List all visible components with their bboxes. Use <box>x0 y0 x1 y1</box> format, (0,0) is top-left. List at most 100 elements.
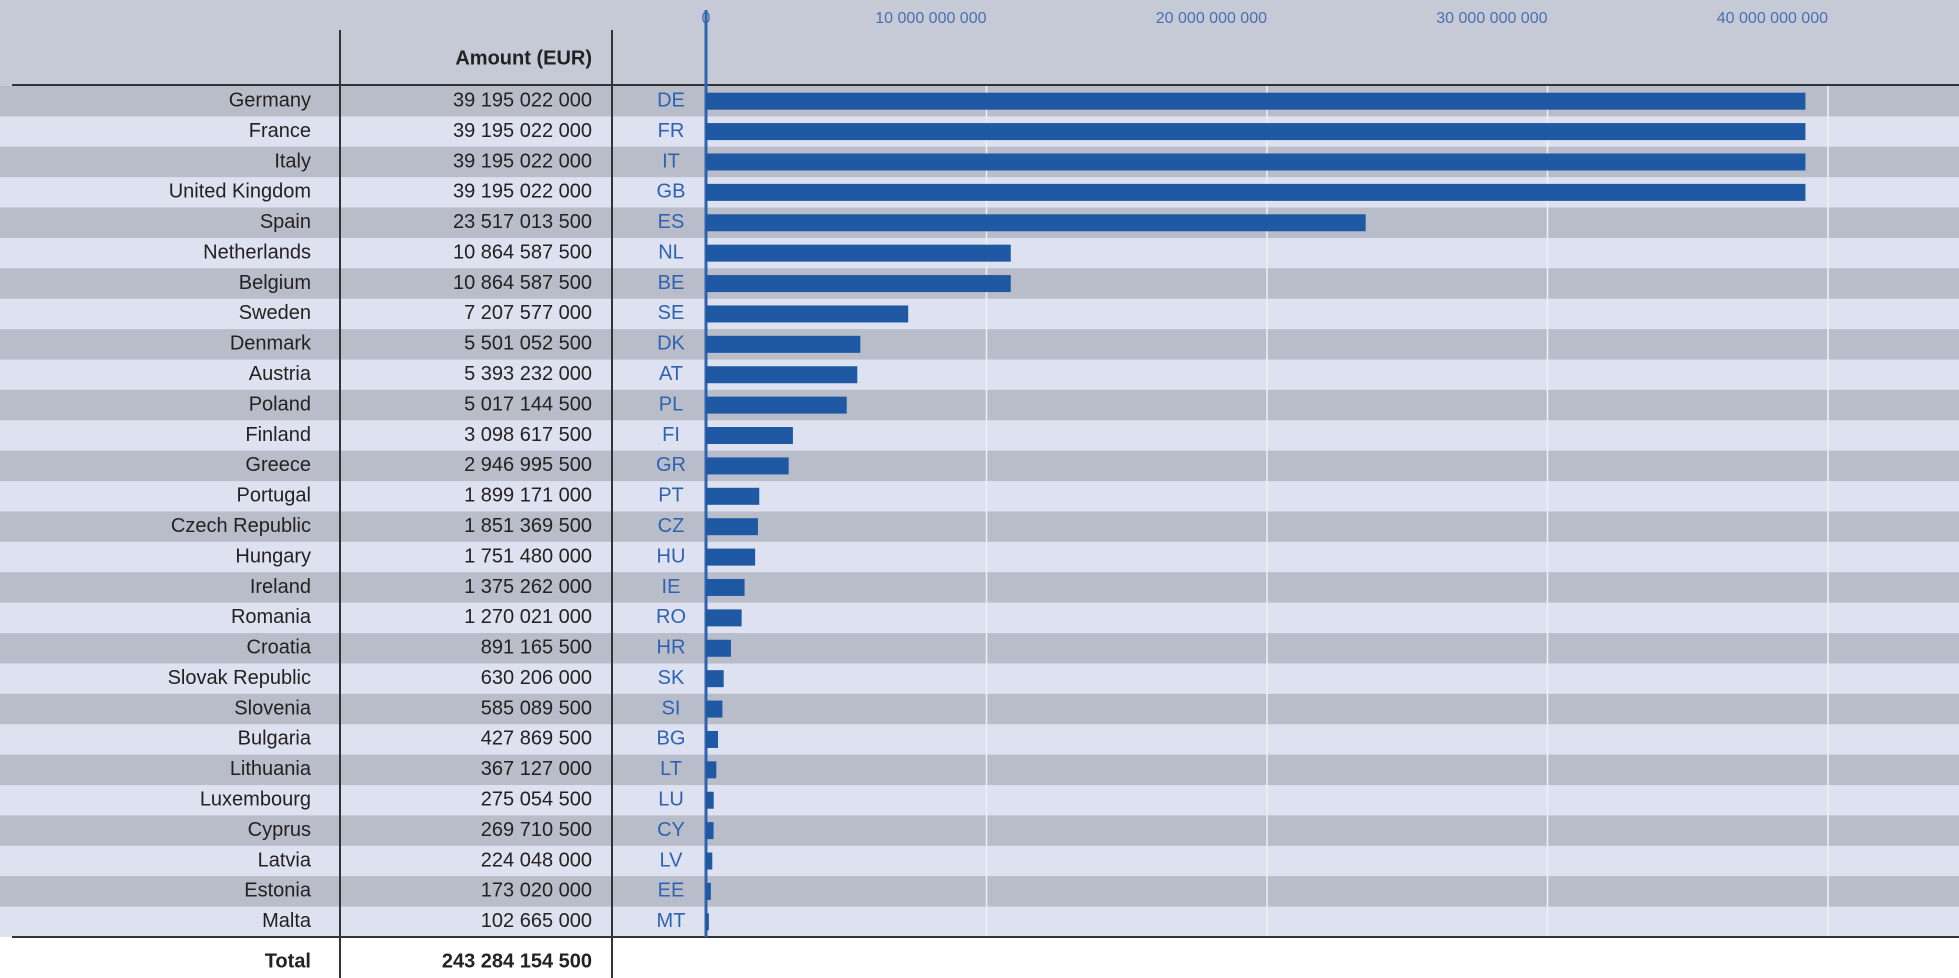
country-code: SE <box>658 302 685 324</box>
country-name: Ireland <box>250 576 311 598</box>
x-tick-label: 40 000 000 000 <box>1717 10 1828 27</box>
column-header: Amount (EUR) <box>455 47 592 69</box>
bar <box>706 701 722 718</box>
country-name: Belgium <box>239 272 311 294</box>
country-code: NL <box>658 241 684 263</box>
amount: 23 517 013 500 <box>453 211 592 233</box>
country-name: Czech Republic <box>171 515 311 537</box>
country-code: FR <box>658 120 685 142</box>
country-name: Slovenia <box>234 697 312 719</box>
bar <box>706 670 724 687</box>
country-name: Denmark <box>230 333 312 355</box>
country-name: Sweden <box>239 302 311 324</box>
country-code: DE <box>657 89 685 111</box>
country-name: Slovak Republic <box>168 667 311 689</box>
country-code: EE <box>658 880 685 902</box>
bar <box>706 822 714 839</box>
bar <box>706 305 908 322</box>
bar <box>706 153 1805 170</box>
country-code: PT <box>658 485 684 507</box>
bar <box>706 93 1805 110</box>
country-code: IT <box>662 150 680 172</box>
amount: 1 899 171 000 <box>464 485 592 507</box>
country-code: GB <box>657 181 686 203</box>
country-code: LT <box>660 758 682 780</box>
country-name: France <box>249 120 311 142</box>
bar <box>706 761 716 778</box>
country-code: MT <box>657 910 686 932</box>
bar <box>706 427 793 444</box>
amount: 102 665 000 <box>481 910 592 932</box>
bar <box>706 488 759 505</box>
country-code: SI <box>662 697 681 719</box>
x-tick-label: 20 000 000 000 <box>1156 10 1267 27</box>
amount: 10 864 587 500 <box>453 241 592 263</box>
country-name: Netherlands <box>203 241 311 263</box>
country-code: FI <box>662 424 680 446</box>
country-code: RO <box>656 606 686 628</box>
amount: 891 165 500 <box>481 637 592 659</box>
country-code: SK <box>658 667 685 689</box>
amount: 39 195 022 000 <box>453 89 592 111</box>
amount: 1 851 369 500 <box>464 515 592 537</box>
total-amount: 243 284 154 500 <box>442 950 592 972</box>
amount: 3 098 617 500 <box>464 424 592 446</box>
bar <box>706 549 755 566</box>
country-code: CY <box>657 819 685 841</box>
country-name: Luxembourg <box>200 789 311 811</box>
bar <box>706 336 860 353</box>
country-code: GR <box>656 454 686 476</box>
bar <box>706 457 789 474</box>
amount: 39 195 022 000 <box>453 120 592 142</box>
amount: 1 751 480 000 <box>464 545 592 567</box>
country-name: Malta <box>262 910 312 932</box>
x-tick-label: 30 000 000 000 <box>1436 10 1547 27</box>
country-name: Croatia <box>247 637 312 659</box>
country-name: Bulgaria <box>238 728 312 750</box>
amount: 367 127 000 <box>481 758 592 780</box>
amount: 7 207 577 000 <box>464 302 592 324</box>
country-name: Portugal <box>237 485 312 507</box>
bar <box>706 913 709 930</box>
country-name: Latvia <box>258 849 312 871</box>
bar <box>706 883 711 900</box>
amount: 2 946 995 500 <box>464 454 592 476</box>
country-code: CZ <box>658 515 685 537</box>
x-tick-label: 10 000 000 000 <box>875 10 986 27</box>
country-code: HR <box>657 637 686 659</box>
amount: 427 869 500 <box>481 728 592 750</box>
country-name: Poland <box>249 393 311 415</box>
bar <box>706 397 847 414</box>
country-code: LU <box>658 789 684 811</box>
country-code: DK <box>657 333 685 355</box>
amount: 630 206 000 <box>481 667 592 689</box>
amount: 1 270 021 000 <box>464 606 592 628</box>
country-code: IE <box>662 576 681 598</box>
amount: 39 195 022 000 <box>453 150 592 172</box>
country-name: Finland <box>245 424 311 446</box>
country-name: Germany <box>229 89 311 111</box>
country-name: Romania <box>231 606 312 628</box>
country-name: Hungary <box>235 545 311 567</box>
country-name: Cyprus <box>248 819 311 841</box>
bar <box>706 731 718 748</box>
amount: 173 020 000 <box>481 880 592 902</box>
bar <box>706 640 731 657</box>
amount: 1 375 262 000 <box>464 576 592 598</box>
country-name: United Kingdom <box>169 181 311 203</box>
country-name: Italy <box>274 150 311 172</box>
amount: 585 089 500 <box>481 697 592 719</box>
amount: 224 048 000 <box>481 849 592 871</box>
country-code: LV <box>660 849 684 871</box>
bar <box>706 792 714 809</box>
bar <box>706 609 742 626</box>
amount: 10 864 587 500 <box>453 272 592 294</box>
country-name: Lithuania <box>230 758 312 780</box>
country-code: HU <box>657 545 686 567</box>
total-label: Total <box>265 950 311 972</box>
chart: Amount (EUR) Total 243 284 154 500 010 0… <box>0 0 1959 978</box>
amount: 5 017 144 500 <box>464 393 592 415</box>
amount: 39 195 022 000 <box>453 181 592 203</box>
bar <box>706 184 1805 201</box>
country-name: Spain <box>260 211 311 233</box>
